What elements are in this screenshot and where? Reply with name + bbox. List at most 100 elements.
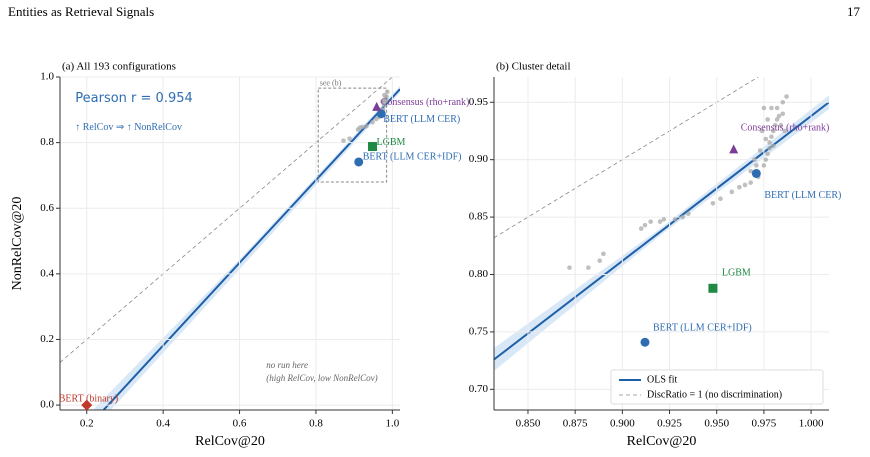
point xyxy=(767,140,772,145)
point xyxy=(81,399,93,411)
x-tick-label: 0.925 xyxy=(657,418,682,430)
point xyxy=(729,144,739,154)
point-label: BERT (binary) xyxy=(59,393,118,404)
point xyxy=(778,122,784,128)
point xyxy=(367,142,377,152)
point xyxy=(657,219,663,224)
point xyxy=(642,222,648,228)
annotation: see (b) xyxy=(320,78,342,87)
point xyxy=(737,184,742,190)
point xyxy=(774,117,780,122)
x-tick-label: 0.6 xyxy=(233,418,247,430)
point xyxy=(710,201,716,206)
point xyxy=(347,136,352,141)
point xyxy=(771,128,776,134)
point xyxy=(752,157,757,162)
point xyxy=(601,251,606,257)
line xyxy=(494,101,829,361)
point xyxy=(718,196,723,202)
x-tick-label: 0.975 xyxy=(752,418,777,430)
x-tick-label: 0.8 xyxy=(309,418,323,430)
annotation: Pearson r = 0.954 xyxy=(75,91,193,106)
point xyxy=(759,128,765,134)
point xyxy=(763,136,769,142)
line xyxy=(494,77,759,239)
point-label: Consensus (rho+rank) xyxy=(741,123,830,134)
point xyxy=(638,226,644,231)
y-tick-label: 1.0 xyxy=(40,71,54,83)
point xyxy=(383,97,389,103)
point xyxy=(784,94,789,99)
y-axis-label: NonRelCov@20 xyxy=(10,197,25,291)
point xyxy=(767,145,772,151)
point xyxy=(648,219,653,224)
chart-title: (b) Cluster detail xyxy=(496,61,571,73)
point xyxy=(776,113,782,119)
annotation: (high RelCov, low NonRelCov) xyxy=(266,373,377,383)
point xyxy=(774,105,780,111)
running-title: Entities as Retrieval Signals xyxy=(8,4,154,19)
y-tick-label: 0.80 xyxy=(469,268,489,280)
x-tick-label: 0.850 xyxy=(516,418,541,430)
confidence-band xyxy=(94,85,400,410)
point-label: BERT (LLM CER+IDF) xyxy=(653,323,752,334)
point xyxy=(385,89,390,95)
page-number: 17 xyxy=(847,4,861,19)
y-tick-label: 0.70 xyxy=(469,383,489,395)
point xyxy=(364,123,369,129)
zoom-box xyxy=(317,87,388,183)
confidence-band xyxy=(494,95,829,371)
x-tick-label: 0.4 xyxy=(156,418,170,430)
point xyxy=(661,217,667,222)
point xyxy=(748,180,753,185)
point xyxy=(742,182,748,188)
x-tick-label: 1.000 xyxy=(799,418,824,430)
point xyxy=(769,134,774,140)
point xyxy=(370,119,375,125)
point xyxy=(341,138,346,143)
point xyxy=(751,168,761,178)
point xyxy=(757,148,763,153)
point xyxy=(360,124,365,130)
line xyxy=(60,77,393,363)
x-tick-label: 0.950 xyxy=(704,418,729,430)
y-tick-label: 0.85 xyxy=(469,211,489,223)
point xyxy=(354,157,364,167)
x-tick-label: 0.900 xyxy=(610,418,635,430)
y-tick-label: 0.4 xyxy=(40,267,54,279)
point xyxy=(780,111,786,117)
point xyxy=(680,214,686,220)
point xyxy=(780,99,786,105)
x-axis-label: RelCov@20 xyxy=(195,434,265,449)
y-tick-label: 0.2 xyxy=(40,333,54,345)
point xyxy=(372,101,382,111)
point-label: BERT (LLM CER) xyxy=(764,190,841,201)
point xyxy=(376,109,386,119)
y-tick-label: 0.90 xyxy=(469,153,489,165)
point-label: BERT (LLM CER+IDF) xyxy=(363,151,462,162)
point xyxy=(672,217,678,222)
y-tick-label: 0.0 xyxy=(40,399,54,411)
annotation: ↑ RelCov ⇒ ↑ NonRelCov xyxy=(75,122,182,133)
legend-label: OLS fit xyxy=(647,374,678,385)
x-axis-label: RelCov@20 xyxy=(627,434,697,449)
x-tick-label: 0.2 xyxy=(80,418,94,430)
point xyxy=(640,337,650,347)
x-tick-label: 0.875 xyxy=(563,418,588,430)
point xyxy=(769,105,774,111)
point xyxy=(771,143,776,149)
annotation: no run here xyxy=(266,360,308,370)
point xyxy=(763,157,769,162)
y-tick-label: 0.6 xyxy=(40,202,54,214)
point xyxy=(597,258,602,264)
point-label: LGBM xyxy=(722,268,751,279)
point xyxy=(761,163,767,168)
y-tick-label: 0.75 xyxy=(469,325,489,337)
point-label: Consensus (rho+rank) xyxy=(381,97,470,108)
legend-label: DiscRatio = 1 (no discrimination) xyxy=(647,389,782,400)
y-tick-label: 0.95 xyxy=(469,96,489,108)
point xyxy=(686,211,691,216)
x-tick-label: 1.0 xyxy=(385,418,399,430)
point xyxy=(382,92,387,98)
